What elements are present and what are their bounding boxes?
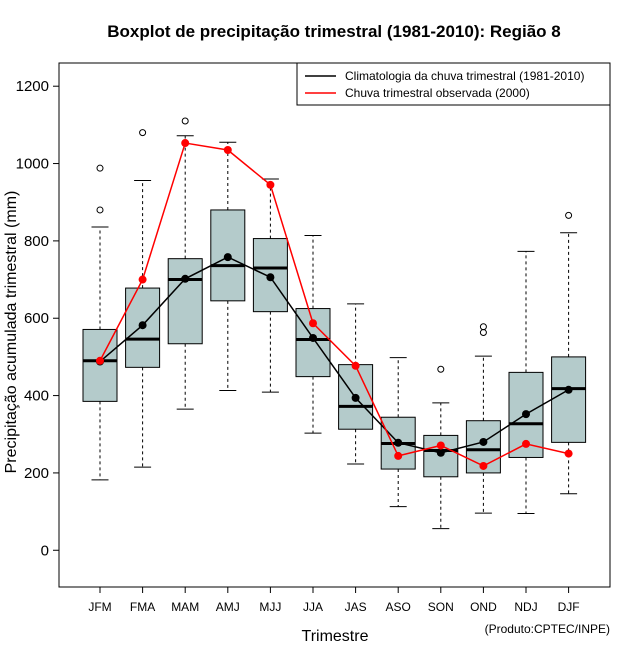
series-line-1 [99,142,569,467]
series-point-1 [522,439,530,448]
box-OND [465,323,501,514]
outlier-point [437,365,445,373]
box-NDJ [508,250,544,515]
y-axis-label: Precipitação acumulada trimestral (mm) [3,191,20,474]
legend-label-0: Climatologia da chuva trimestral (1981-2… [345,69,584,83]
credit-text: (Produto:CPTEC/INPE) [485,622,610,636]
x-tick-label: JAS [345,600,367,614]
x-axis-label: Trimestre [302,628,369,645]
series-point-0 [309,333,317,342]
y-tick-label: 0 [41,542,49,559]
series-point-0 [479,437,488,446]
series-point-1 [181,139,190,148]
y-tick-label: 400 [24,388,49,405]
y-tick-label: 200 [24,465,49,482]
x-axis: JFM FMA MAM AMJ MJJ JJA JAS ASO SON OND NDJ DJF [88,587,580,614]
y-tick-label: 800 [24,233,49,250]
x-tick-label: SON [428,600,454,614]
x-tick-label: AMJ [216,600,240,614]
box-AMJ [210,141,246,392]
series-point-1 [351,361,360,370]
x-tick-label: DJF [558,600,580,614]
series-point-0 [181,274,190,283]
x-tick-label: MAM [171,600,199,614]
box-DJF [551,211,587,495]
x-tick-label: ASO [386,600,411,614]
series-point-1 [309,319,317,328]
x-tick-label: FMA [130,600,155,614]
series-lines [96,139,573,470]
y-tick-label: 600 [24,310,49,327]
x-tick-label: JJA [303,600,323,614]
box-iqr [551,356,587,443]
outlier-point [181,117,189,125]
series-point-1 [223,146,232,155]
box-MAM [167,117,203,410]
series-point-0 [351,393,360,402]
series-point-0 [522,410,530,419]
series-point-1 [138,275,147,284]
legend-label-1: Chuva trimestral observada (2000) [345,86,530,100]
series-point-0 [266,273,275,282]
box-JAS [338,303,374,465]
outlier-point [96,206,104,214]
box-FMA [125,129,161,468]
chart-title: Boxplot de precipitação trimestral (1981… [107,22,561,41]
legend-box [296,62,611,106]
series-point-1 [266,180,275,189]
box-iqr [295,308,331,378]
series-line-0 [99,256,569,454]
series-point-1 [96,356,104,365]
outlier-point [479,329,487,337]
series-point-0 [138,321,147,330]
y-tick-label: 1000 [16,156,49,173]
x-tick-label: MJJ [259,600,281,614]
box-iqr [167,258,203,345]
x-tick-label: JFM [88,600,111,614]
boxes [82,117,587,530]
outlier-point [96,164,104,172]
outlier-point [565,211,573,219]
series-point-1 [436,441,445,450]
series-point-1 [479,461,488,470]
series-point-0 [436,448,445,457]
x-tick-label: NDJ [514,600,537,614]
y-axis: 0 200 400 600 800 1000 1200 [16,78,59,559]
x-tick-label: OND [470,600,497,614]
y-tick-label: 1200 [16,78,49,95]
outlier-point [139,129,147,137]
series-point-1 [394,451,403,460]
series-point-0 [394,438,403,447]
box-JFM [82,164,118,481]
box-MJJ [252,178,288,393]
series-point-1 [564,449,573,458]
outlier-point [479,323,487,331]
series-point-0 [223,253,232,262]
legend: Climatologia da chuva trimestral (1981-2… [296,62,611,106]
series-point-0 [564,385,573,394]
